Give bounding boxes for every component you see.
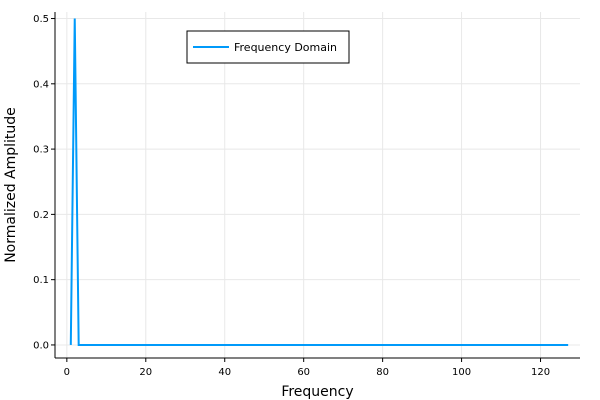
x-tick-label: 60 <box>297 367 310 378</box>
series-layer <box>69 18 569 346</box>
y-tick-label: 0.2 <box>33 210 49 221</box>
x-axis-label: Frequency <box>281 384 353 400</box>
y-tick-label: 0.4 <box>33 79 49 90</box>
x-tick-label: 80 <box>376 367 389 378</box>
series-line <box>69 18 569 346</box>
legend: Frequency Domain <box>186 30 350 64</box>
y-tick-label: 0.3 <box>33 145 49 156</box>
x-tick-label: 0 <box>64 367 70 378</box>
legend-label: Frequency Domain <box>234 41 337 54</box>
y-tick-label: 0.0 <box>33 340 49 351</box>
axes: 0 20 40 60 80 100 120 0.0 0.1 0.2 0.3 0.4 0.5 <box>33 12 580 378</box>
x-tick-label: 120 <box>531 367 550 378</box>
y-axis-label: Normalized Amplitude <box>3 107 19 263</box>
grid <box>55 12 580 358</box>
x-tick-label: 40 <box>218 367 231 378</box>
y-tick-label: 0.5 <box>33 14 49 25</box>
x-tick-label: 20 <box>139 367 152 378</box>
x-tick-label: 100 <box>452 367 471 378</box>
y-tick-label: 0.1 <box>33 275 49 286</box>
